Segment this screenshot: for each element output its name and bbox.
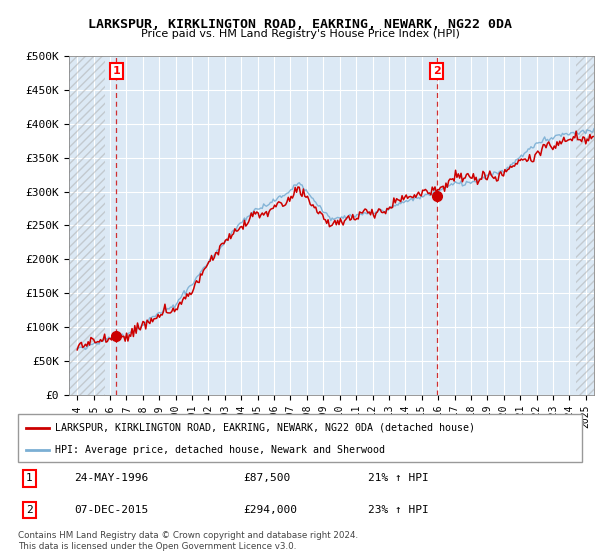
Text: 2: 2 xyxy=(26,505,32,515)
Text: 23% ↑ HPI: 23% ↑ HPI xyxy=(368,505,428,515)
Text: 2: 2 xyxy=(433,66,441,76)
Bar xyxy=(69,56,105,395)
Bar xyxy=(576,56,594,395)
Text: 21% ↑ HPI: 21% ↑ HPI xyxy=(368,473,428,483)
Text: Contains HM Land Registry data © Crown copyright and database right 2024.: Contains HM Land Registry data © Crown c… xyxy=(18,531,358,540)
Text: 07-DEC-2015: 07-DEC-2015 xyxy=(74,505,149,515)
Text: HPI: Average price, detached house, Newark and Sherwood: HPI: Average price, detached house, Newa… xyxy=(55,445,385,455)
Text: £87,500: £87,500 xyxy=(244,473,291,483)
Text: Price paid vs. HM Land Registry's House Price Index (HPI): Price paid vs. HM Land Registry's House … xyxy=(140,29,460,39)
Text: 1: 1 xyxy=(26,473,32,483)
Text: This data is licensed under the Open Government Licence v3.0.: This data is licensed under the Open Gov… xyxy=(18,542,296,550)
Text: 24-MAY-1996: 24-MAY-1996 xyxy=(74,473,149,483)
FancyBboxPatch shape xyxy=(18,414,582,462)
Text: LARKSPUR, KIRKLINGTON ROAD, EAKRING, NEWARK, NG22 0DA (detached house): LARKSPUR, KIRKLINGTON ROAD, EAKRING, NEW… xyxy=(55,423,475,433)
Text: 1: 1 xyxy=(113,66,120,76)
Text: LARKSPUR, KIRKLINGTON ROAD, EAKRING, NEWARK, NG22 0DA: LARKSPUR, KIRKLINGTON ROAD, EAKRING, NEW… xyxy=(88,18,512,31)
Text: £294,000: £294,000 xyxy=(244,505,298,515)
